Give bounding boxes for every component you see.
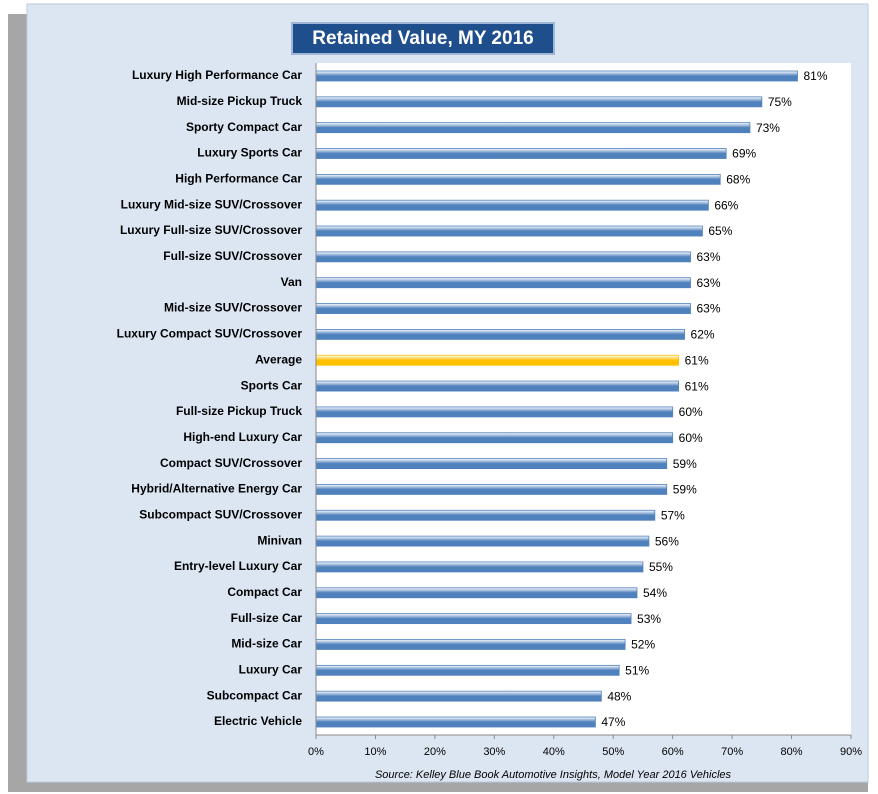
data-label: 47% bbox=[601, 715, 625, 729]
data-label: 63% bbox=[697, 302, 721, 316]
category-label: Electric Vehicle bbox=[214, 714, 302, 728]
data-label: 68% bbox=[726, 173, 750, 187]
bar bbox=[315, 432, 674, 444]
x-tick-label: 30% bbox=[483, 746, 505, 758]
bar bbox=[315, 561, 644, 573]
bar bbox=[315, 354, 680, 366]
data-label: 56% bbox=[655, 534, 679, 548]
bar bbox=[315, 173, 721, 185]
category-label: Sporty Compact Car bbox=[186, 120, 302, 134]
category-label: Average bbox=[255, 352, 302, 366]
bar bbox=[315, 406, 674, 418]
x-tick-label: 80% bbox=[781, 746, 803, 758]
plot-area bbox=[316, 63, 851, 735]
data-label: 73% bbox=[756, 121, 780, 135]
category-label: Luxury High Performance Car bbox=[132, 68, 302, 82]
bar bbox=[315, 251, 691, 263]
category-label: Compact SUV/Crossover bbox=[160, 456, 302, 470]
bar bbox=[315, 664, 620, 676]
chart-title: Retained Value, MY 2016 bbox=[312, 28, 533, 49]
category-label: Full-size SUV/Crossover bbox=[163, 249, 302, 263]
data-label: 66% bbox=[714, 198, 738, 212]
data-label: 51% bbox=[625, 663, 649, 677]
bar bbox=[315, 509, 656, 521]
category-label: Minivan bbox=[257, 533, 302, 547]
bar bbox=[315, 716, 596, 728]
category-label: Luxury Full-size SUV/Crossover bbox=[120, 223, 302, 237]
data-label: 81% bbox=[804, 69, 828, 83]
category-label: Sports Car bbox=[241, 378, 303, 392]
bar bbox=[315, 70, 798, 82]
x-tick-label: 50% bbox=[602, 746, 624, 758]
bar bbox=[315, 535, 650, 547]
category-label: Entry-level Luxury Car bbox=[174, 559, 302, 573]
data-label: 61% bbox=[685, 353, 709, 367]
category-label: Mid-size SUV/Crossover bbox=[164, 301, 302, 315]
data-label: 62% bbox=[691, 328, 715, 342]
bar bbox=[315, 690, 602, 702]
category-label: Luxury Sports Car bbox=[197, 146, 302, 160]
data-label: 60% bbox=[679, 405, 703, 419]
bar bbox=[315, 380, 680, 392]
bar bbox=[315, 148, 727, 159]
data-label: 69% bbox=[732, 147, 756, 161]
data-label: 54% bbox=[643, 586, 667, 600]
x-tick-label: 20% bbox=[424, 746, 446, 758]
bar bbox=[315, 277, 691, 289]
data-label: 52% bbox=[631, 638, 655, 652]
x-tick-label: 60% bbox=[662, 746, 684, 758]
category-label: Hybrid/Alternative Energy Car bbox=[131, 482, 302, 496]
category-label: Luxury Compact SUV/Crossover bbox=[117, 327, 303, 341]
x-tick-label: 10% bbox=[364, 746, 386, 758]
data-label: 57% bbox=[661, 508, 685, 522]
data-label: 48% bbox=[607, 689, 631, 703]
data-label: 65% bbox=[708, 224, 732, 238]
bar bbox=[315, 458, 668, 470]
data-label: 53% bbox=[637, 612, 661, 626]
bar bbox=[315, 96, 763, 108]
bar bbox=[315, 639, 626, 650]
category-label: Mid-size Pickup Truck bbox=[177, 94, 303, 108]
bar bbox=[315, 122, 751, 134]
category-label: Van bbox=[281, 275, 302, 289]
category-label: Compact Car bbox=[227, 585, 302, 599]
bar bbox=[315, 613, 632, 625]
category-label: Full-size Pickup Truck bbox=[176, 404, 302, 418]
data-label: 59% bbox=[673, 483, 697, 497]
x-tick-label: 0% bbox=[308, 746, 324, 758]
data-label: 61% bbox=[685, 379, 709, 393]
source-note: Source: Kelley Blue Book Automotive Insi… bbox=[375, 769, 732, 781]
data-label: 60% bbox=[679, 431, 703, 445]
category-label: Luxury Mid-size SUV/Crossover bbox=[121, 197, 303, 211]
category-label: High Performance Car bbox=[175, 172, 302, 186]
data-label: 59% bbox=[673, 457, 697, 471]
bar bbox=[315, 328, 685, 340]
bar bbox=[315, 225, 703, 237]
x-tick-label: 90% bbox=[840, 746, 862, 758]
data-label: 63% bbox=[697, 276, 721, 290]
category-label: Mid-size Car bbox=[231, 637, 302, 651]
title-box bbox=[291, 22, 555, 55]
bar bbox=[315, 587, 638, 599]
bar bbox=[315, 199, 709, 211]
bar bbox=[315, 484, 668, 495]
category-label: High-end Luxury Car bbox=[183, 430, 302, 444]
category-label: Subcompact Car bbox=[207, 688, 303, 702]
bar bbox=[315, 303, 691, 314]
x-tick-label: 40% bbox=[543, 746, 565, 758]
category-label: Luxury Car bbox=[239, 662, 303, 676]
category-label: Subcompact SUV/Crossover bbox=[139, 507, 302, 521]
category-label: Full-size Car bbox=[231, 611, 303, 625]
data-label: 55% bbox=[649, 560, 673, 574]
data-label: 63% bbox=[697, 250, 721, 264]
data-label: 75% bbox=[768, 95, 792, 109]
x-tick-label: 70% bbox=[721, 746, 743, 758]
